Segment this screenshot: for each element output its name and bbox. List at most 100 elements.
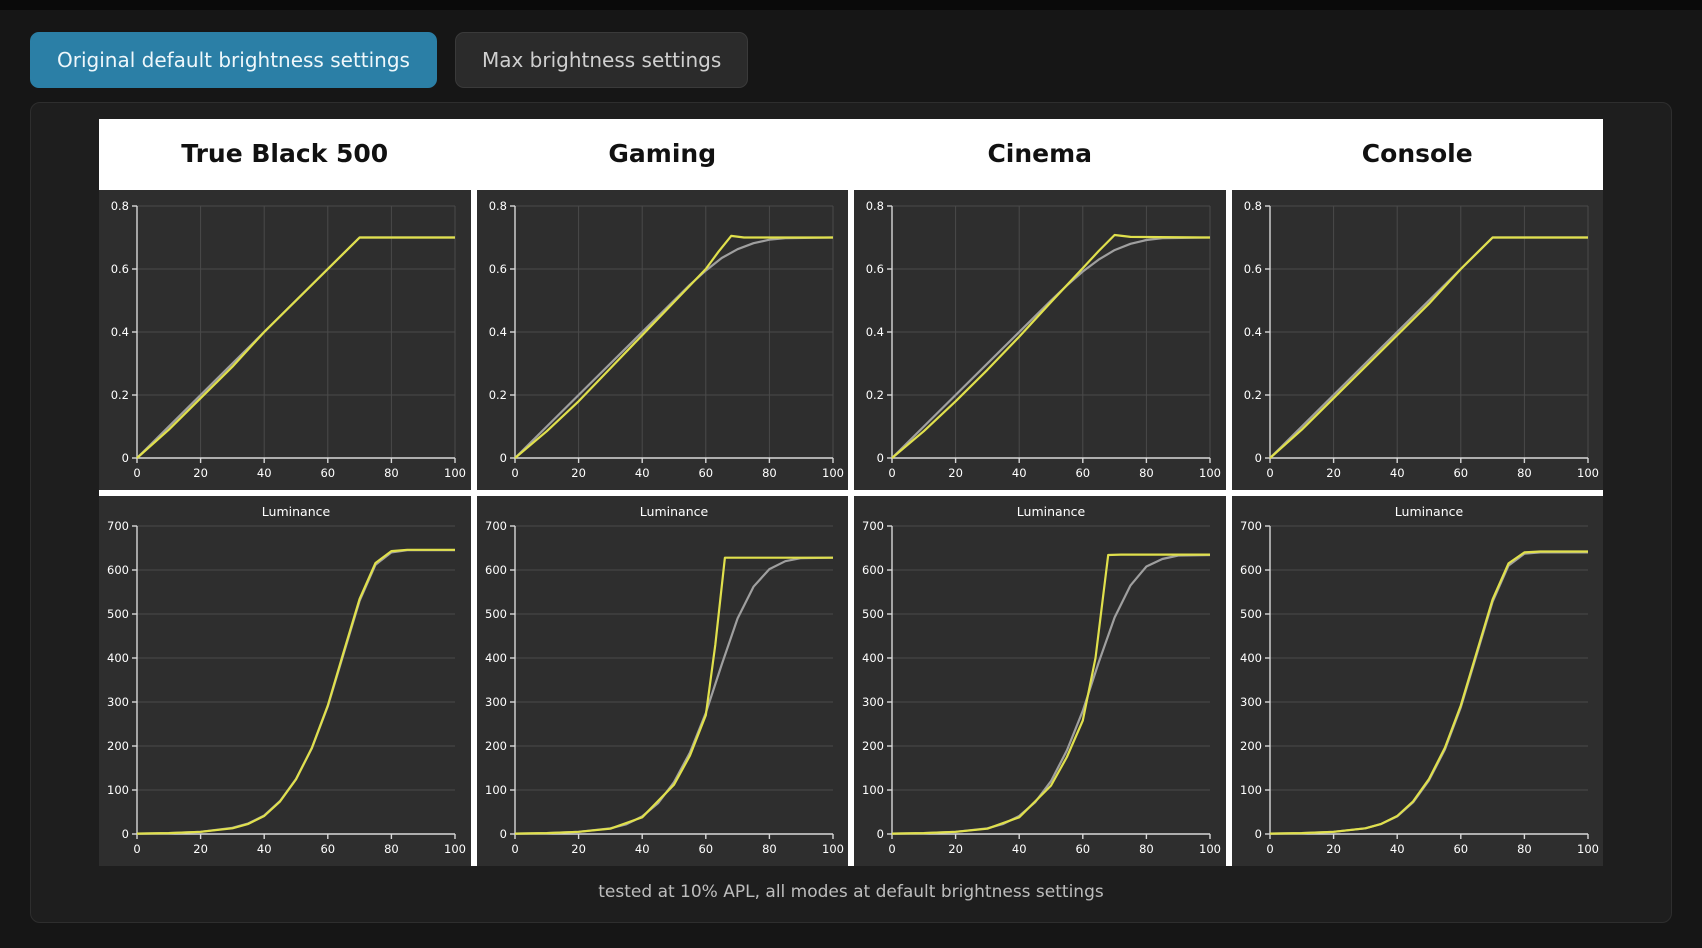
x-tick-label: 80 <box>762 466 777 480</box>
chart-grid: True Black 500 Gaming Cinema Console 0 0.… <box>99 119 1603 866</box>
y-tick-label: 600 <box>862 563 884 577</box>
y-tick-label: 0.2 <box>488 388 506 402</box>
y-tick-label: 0.2 <box>1243 388 1261 402</box>
x-tick-label: 0 <box>133 466 140 480</box>
y-tick-label: 400 <box>862 651 884 665</box>
plot-svg: 0 100 200 300 400 500 600 700 0 20 40 60 80 100 Lumina… <box>107 504 466 856</box>
y-tick-label: 0 <box>877 827 884 841</box>
x-tick-label: 20 <box>571 842 586 856</box>
x-tick-label: 0 <box>1266 842 1273 856</box>
eotf-chart-gaming: 0 0.2 0.4 0.6 0.8 0 20 40 60 80 100 <box>476 190 848 490</box>
y-tick-label: 300 <box>862 695 884 709</box>
series-measured-line <box>891 233 1211 459</box>
chart-header-row: True Black 500 Gaming Cinema Console <box>99 119 1603 184</box>
y-tick-label: 0.8 <box>1243 199 1261 213</box>
luminance-chart-cinema: 0 100 200 300 400 500 600 700 0 20 40 60 80 100 Lumina… <box>854 496 1226 866</box>
y-tick-label: 200 <box>107 739 129 753</box>
luminance-chart-true-black-500: 0 100 200 300 400 500 600 700 0 20 40 60 80 100 Lumina… <box>99 496 471 866</box>
y-tick-label: 200 <box>1240 739 1262 753</box>
x-tick-label: 20 <box>571 466 586 480</box>
series-measured-line <box>136 236 455 459</box>
chart-title: Luminance <box>1017 504 1086 519</box>
x-tick-label: 60 <box>1075 466 1090 480</box>
y-tick-label: 100 <box>1240 783 1262 797</box>
x-tick-label: 80 <box>384 842 399 856</box>
tab-max-brightness[interactable]: Max brightness settings <box>454 32 749 88</box>
series-measured-line <box>513 234 833 459</box>
series-measured-line <box>891 553 1210 835</box>
tab-original-default-brightness[interactable]: Original default brightness settings <box>30 32 437 88</box>
y-tick-label: 600 <box>107 563 129 577</box>
y-tick-label: 700 <box>485 519 507 533</box>
chart-caption: tested at 10% APL, all modes at default … <box>598 882 1104 902</box>
series-target-line <box>1269 551 1588 835</box>
x-tick-label: 20 <box>948 466 963 480</box>
y-tick-label: 400 <box>1240 651 1262 665</box>
x-tick-label: 60 <box>320 466 335 480</box>
y-tick-label: 0.2 <box>111 388 129 402</box>
y-tick-label: 700 <box>1240 519 1262 533</box>
column-header-gaming: Gaming <box>476 119 848 184</box>
y-tick-label: 100 <box>107 783 129 797</box>
series-target-line <box>513 236 833 459</box>
eotf-chart-cinema: 0 0.2 0.4 0.6 0.8 0 20 40 60 80 100 <box>854 190 1226 490</box>
plot-svg: 0 0.2 0.4 0.6 0.8 0 20 40 60 80 100 <box>488 199 843 480</box>
series-measured-line <box>1269 550 1588 835</box>
chart-title: Luminance <box>639 504 708 519</box>
x-tick-label: 40 <box>1389 466 1404 480</box>
y-tick-label: 100 <box>862 783 884 797</box>
brightness-mode-tabs: Original default brightness settings Max… <box>30 32 1702 88</box>
y-tick-label: 0.4 <box>488 325 506 339</box>
luminance-chart-console: 0 100 200 300 400 500 600 700 0 20 40 60 80 100 Lumina… <box>1231 496 1603 866</box>
plot-svg: 0 0.2 0.4 0.6 0.8 0 20 40 60 80 100 <box>1243 199 1599 480</box>
x-tick-label: 80 <box>1139 466 1154 480</box>
y-tick-label: 0 <box>122 451 129 465</box>
y-tick-label: 0.8 <box>488 199 506 213</box>
x-tick-label: 20 <box>1326 842 1341 856</box>
x-tick-label: 100 <box>1577 466 1599 480</box>
y-tick-label: 300 <box>107 695 129 709</box>
x-tick-label: 100 <box>444 466 466 480</box>
x-tick-label: 80 <box>384 466 399 480</box>
x-tick-label: 20 <box>193 466 208 480</box>
x-tick-label: 20 <box>1326 466 1341 480</box>
y-tick-label: 100 <box>485 783 507 797</box>
series-target-line <box>1268 236 1588 459</box>
chart-title: Luminance <box>1394 504 1463 519</box>
x-tick-label: 0 <box>133 842 140 856</box>
x-tick-label: 60 <box>698 466 713 480</box>
y-tick-label: 0.8 <box>866 199 884 213</box>
y-tick-label: 0 <box>1254 827 1261 841</box>
series-measured-line <box>1268 236 1588 459</box>
y-tick-label: 500 <box>1240 607 1262 621</box>
column-header-console: Console <box>1231 119 1603 184</box>
y-tick-label: 0.6 <box>866 262 884 276</box>
x-tick-label: 80 <box>762 842 777 856</box>
x-tick-label: 40 <box>257 466 272 480</box>
series-measured-line <box>514 556 833 835</box>
x-tick-label: 0 <box>511 466 518 480</box>
x-tick-label: 60 <box>698 842 713 856</box>
y-tick-label: 300 <box>485 695 507 709</box>
y-tick-label: 500 <box>862 607 884 621</box>
x-tick-label: 40 <box>1389 842 1404 856</box>
y-tick-label: 600 <box>1240 563 1262 577</box>
x-tick-label: 0 <box>1266 466 1273 480</box>
eotf-chart-row: 0 0.2 0.4 0.6 0.8 0 20 40 60 80 100 0 0.2 0.4 0.6 0.8 0 2… <box>99 190 1603 490</box>
y-tick-label: 0 <box>499 827 506 841</box>
plot-svg: 0 100 200 300 400 500 600 700 0 20 40 60 80 100 Lumina… <box>485 504 844 856</box>
chart-title: Luminance <box>262 504 331 519</box>
y-tick-label: 0.6 <box>1243 262 1261 276</box>
plot-svg: 0 0.2 0.4 0.6 0.8 0 20 40 60 80 100 <box>111 199 466 480</box>
y-tick-label: 600 <box>485 563 507 577</box>
plot-svg: 0 100 200 300 400 500 600 700 0 20 40 60 80 100 Lumina… <box>862 504 1221 856</box>
y-tick-label: 0.4 <box>866 325 884 339</box>
x-tick-label: 60 <box>1453 842 1468 856</box>
x-tick-label: 40 <box>1012 842 1027 856</box>
plot-svg: 0 0.2 0.4 0.6 0.8 0 20 40 60 80 100 <box>866 199 1221 480</box>
y-tick-label: 0.2 <box>866 388 884 402</box>
x-tick-label: 100 <box>1577 842 1599 856</box>
luminance-chart-row: 0 100 200 300 400 500 600 700 0 20 40 60 80 100 Lumina… <box>99 496 1603 866</box>
top-strip <box>0 0 1702 10</box>
x-tick-label: 0 <box>888 466 895 480</box>
